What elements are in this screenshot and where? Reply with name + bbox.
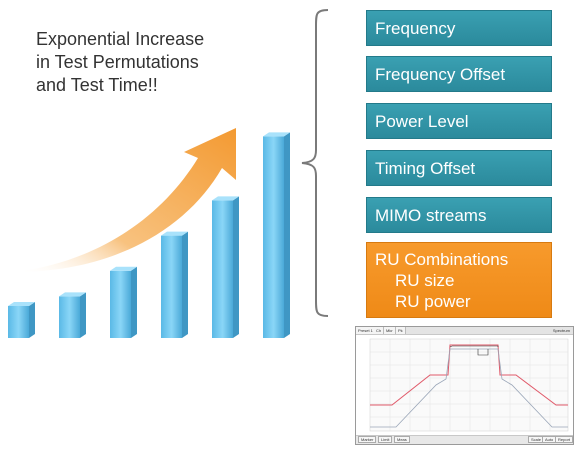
growth-bar-side: [29, 302, 35, 338]
spectrum-footer: Marker Limit Meas Scale Auto Report: [356, 435, 574, 444]
growth-bar-top: [161, 231, 188, 236]
growth-bar-side: [233, 196, 239, 338]
parameter-box-power-level: Power Level: [366, 103, 552, 139]
growth-bar: [212, 200, 233, 338]
growth-bar-side: [284, 132, 290, 338]
growth-bar-side: [182, 231, 188, 338]
spectrum-tab: Mkr: [384, 327, 396, 334]
headline-line-1: Exponential Increase: [36, 29, 205, 49]
headline-line-2: in Test Permutations: [36, 52, 199, 72]
parameter-label: Frequency: [375, 19, 456, 38]
parameter-label: MIMO streams: [375, 206, 487, 225]
growth-bar: [110, 270, 131, 338]
growth-bar-top: [212, 196, 239, 201]
spectrum-toolbar: Preset 1 Ch Mkr Pk Spectrum: [356, 327, 573, 335]
growth-bar: [59, 296, 80, 338]
spectrum-plot: [369, 338, 569, 432]
growth-bar-side: [80, 292, 86, 338]
parameter-label: Timing Offset: [375, 159, 476, 178]
parameter-label: RU Combinations: [375, 250, 509, 269]
growth-bar-side: [131, 266, 137, 338]
growth-bar-top: [110, 266, 137, 271]
parameter-box-frequency: Frequency: [366, 10, 552, 46]
spectrum-tab: Pk: [396, 327, 406, 334]
growth-arrow-icon: [15, 128, 236, 272]
parameter-box-frequency-offset: Frequency Offset: [366, 56, 552, 92]
spectrum-tab: Preset 1: [356, 327, 376, 334]
spectrum-footer-button: Meas: [394, 436, 410, 443]
growth-bar: [161, 235, 182, 338]
growth-bar-top: [8, 302, 35, 306]
parameter-label: Frequency Offset: [375, 65, 506, 84]
curly-brace-icon: [301, 9, 329, 317]
spectrum-title: Spectrum: [552, 328, 570, 333]
growth-bar: [8, 306, 29, 338]
growth-bar-top: [263, 132, 290, 137]
spectrum-footer-button: Marker: [358, 436, 377, 443]
growth-bar-top: [59, 292, 86, 297]
parameter-box-mimo-streams: MIMO streams: [366, 197, 552, 233]
growth-bars: [8, 132, 290, 338]
parameter-sub-item: RU power: [395, 292, 471, 311]
headline-line-3: and Test Time!!: [36, 75, 158, 95]
spectrum-tab: Ch: [374, 327, 385, 334]
parameter-label: Power Level: [375, 112, 469, 131]
headline: Exponential Increase in Test Permutation…: [36, 28, 266, 97]
parameter-box-ru-combinations: RU Combinations RU size RU power: [366, 242, 552, 318]
parameter-sub-item: RU size: [395, 271, 455, 290]
growth-bar: [263, 136, 284, 338]
parameter-box-timing-offset: Timing Offset: [366, 150, 552, 186]
spectrum-analyzer-screenshot: Preset 1 Ch Mkr Pk Spectrum Marker Limit…: [355, 326, 574, 445]
spectrum-footer-button: Limit: [378, 436, 393, 443]
spectrum-footer-button: Report: [555, 436, 574, 443]
